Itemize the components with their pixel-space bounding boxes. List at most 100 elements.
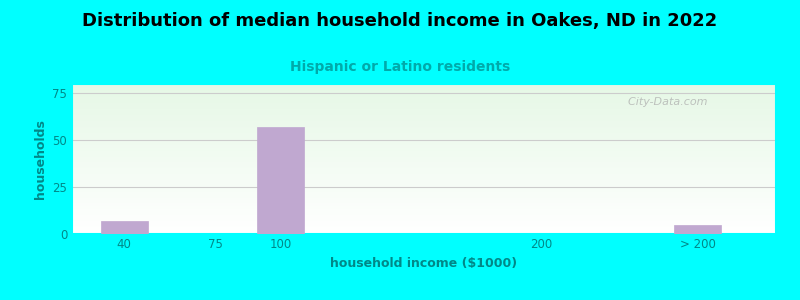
Bar xyxy=(101,221,148,234)
Bar xyxy=(72,202,776,203)
Bar xyxy=(72,227,776,228)
Bar xyxy=(72,103,776,104)
Bar xyxy=(72,203,776,204)
Bar xyxy=(72,164,776,165)
Bar xyxy=(72,133,776,134)
Bar xyxy=(72,190,776,191)
Bar xyxy=(72,142,776,143)
Bar xyxy=(72,157,776,158)
Bar xyxy=(72,187,776,188)
Bar xyxy=(72,84,776,85)
Bar xyxy=(72,207,776,208)
Bar xyxy=(72,153,776,154)
Bar xyxy=(72,220,776,221)
Bar xyxy=(72,189,776,190)
Bar xyxy=(72,85,776,86)
Bar xyxy=(72,104,776,105)
Bar xyxy=(72,109,776,110)
Bar xyxy=(72,119,776,120)
Bar xyxy=(72,135,776,136)
Bar xyxy=(72,128,776,129)
Bar xyxy=(72,180,776,181)
Bar xyxy=(72,200,776,201)
Bar xyxy=(72,212,776,213)
Bar xyxy=(72,232,776,233)
Bar xyxy=(72,98,776,99)
Bar xyxy=(72,87,776,88)
Bar xyxy=(72,165,776,166)
Bar xyxy=(72,155,776,156)
Bar xyxy=(72,88,776,89)
Bar xyxy=(72,89,776,90)
Bar xyxy=(72,231,776,232)
Bar xyxy=(72,196,776,197)
Bar xyxy=(72,113,776,114)
Bar xyxy=(72,177,776,178)
Bar xyxy=(72,194,776,195)
Bar xyxy=(72,108,776,109)
Bar xyxy=(72,129,776,130)
Bar xyxy=(72,149,776,150)
Bar xyxy=(72,117,776,118)
Bar xyxy=(72,174,776,175)
X-axis label: household income ($1000): household income ($1000) xyxy=(330,257,518,270)
Bar xyxy=(72,139,776,140)
Bar xyxy=(72,182,776,183)
Bar xyxy=(72,156,776,157)
Bar xyxy=(72,168,776,169)
Bar xyxy=(72,111,776,112)
Bar xyxy=(72,176,776,177)
Bar xyxy=(72,131,776,132)
Bar xyxy=(72,99,776,100)
Bar xyxy=(72,118,776,119)
Bar xyxy=(72,152,776,153)
Bar xyxy=(72,86,776,87)
Bar xyxy=(72,132,776,133)
Bar xyxy=(72,230,776,231)
Bar xyxy=(72,130,776,131)
Bar xyxy=(72,137,776,138)
Bar xyxy=(72,218,776,219)
Bar xyxy=(72,208,776,209)
Bar xyxy=(72,181,776,182)
Bar xyxy=(72,171,776,172)
Bar xyxy=(72,97,776,98)
Bar xyxy=(72,154,776,155)
Bar xyxy=(72,163,776,164)
Bar xyxy=(72,192,776,193)
Bar xyxy=(72,221,776,222)
Bar xyxy=(72,184,776,185)
Bar xyxy=(72,138,776,139)
Bar xyxy=(72,110,776,111)
Bar xyxy=(72,94,776,95)
Bar xyxy=(72,146,776,147)
Bar xyxy=(72,158,776,159)
Bar xyxy=(72,125,776,126)
Bar xyxy=(72,167,776,168)
Bar xyxy=(72,186,776,187)
Bar xyxy=(72,217,776,218)
Bar xyxy=(72,169,776,170)
Bar xyxy=(72,209,776,210)
Bar xyxy=(72,124,776,125)
Bar xyxy=(72,123,776,124)
Bar xyxy=(72,151,776,152)
Bar xyxy=(72,114,776,115)
Bar xyxy=(72,141,776,142)
Bar xyxy=(72,85,776,86)
Bar xyxy=(72,136,776,137)
Bar xyxy=(72,115,776,116)
Bar xyxy=(72,134,776,135)
Bar xyxy=(72,93,776,94)
Bar xyxy=(72,140,776,141)
Bar xyxy=(72,206,776,207)
Bar xyxy=(72,219,776,220)
Bar xyxy=(72,178,776,179)
Bar xyxy=(72,214,776,215)
Bar xyxy=(72,127,776,128)
Bar xyxy=(72,150,776,151)
Bar xyxy=(72,226,776,227)
Bar xyxy=(72,118,776,119)
Bar xyxy=(72,228,776,229)
Bar xyxy=(72,92,776,93)
